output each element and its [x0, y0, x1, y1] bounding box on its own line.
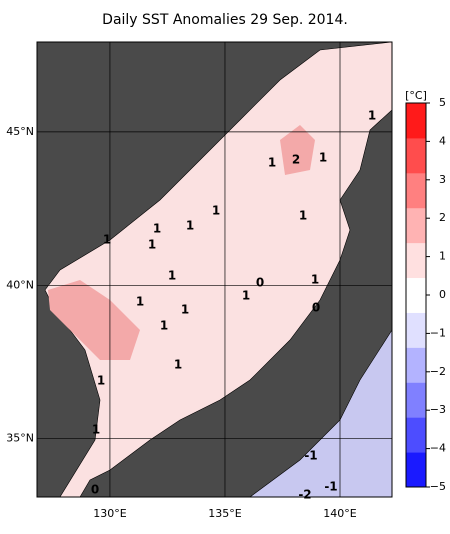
contour-label: 1 [268, 156, 276, 170]
contour-label: 2 [292, 153, 300, 167]
colorbar-tick-label: 4 [439, 134, 446, 147]
contour-label: 1 [168, 269, 176, 283]
colorbar-band [406, 277, 426, 313]
contour-label: 1 [368, 109, 376, 123]
lat-label: 35°N [6, 432, 34, 445]
contour-label: -2 [298, 488, 311, 502]
lat-label: 45°N [6, 125, 34, 138]
contour-label: 1 [212, 204, 220, 218]
contour-label: 0 [91, 483, 99, 497]
colorbar-tick-label: 5 [439, 96, 446, 109]
colorbar-label: [°C] [405, 89, 427, 102]
contour-label: 1 [92, 423, 100, 437]
colorbar-band [406, 103, 426, 139]
contour-label: 0 [312, 301, 320, 315]
contour-label: 1 [181, 303, 189, 317]
colorbar-tick-label: 1 [439, 250, 446, 263]
contour-label: 1 [103, 233, 111, 247]
lon-label: 140°E [323, 507, 356, 520]
colorbar-band [406, 172, 426, 209]
colorbar-tick-label: −4 [430, 442, 446, 455]
colorbar-band [406, 452, 426, 488]
colorbar-tick-label: −1 [430, 326, 446, 339]
contour-label: 1 [319, 151, 327, 165]
lat-label: 40°N [6, 278, 34, 291]
contour-label: 1 [242, 289, 250, 303]
colorbar-band [406, 417, 426, 453]
contour-label: 1 [153, 222, 161, 236]
contour-label: 1 [174, 358, 182, 372]
colorbar-band [406, 207, 426, 244]
colorbar-tick-label: 3 [439, 173, 446, 186]
contour-label: -1 [324, 480, 337, 494]
contour-label: 1 [97, 374, 105, 388]
contour-label: 1 [186, 219, 194, 233]
contour-label: 0 [256, 276, 264, 290]
colorbar-tick-label: −2 [430, 365, 446, 378]
contour-label: 1 [311, 273, 319, 287]
warm-patch [280, 125, 315, 175]
colorbar-band [406, 137, 426, 174]
colorbar-band [406, 242, 426, 279]
colorbar-tick-label: 2 [439, 211, 446, 224]
colorbar-band [406, 382, 426, 418]
title: Daily SST Anomalies 29 Sep. 2014. [102, 12, 348, 28]
warm-patch [48, 280, 140, 360]
colorbar-tick-label: −5 [430, 480, 446, 493]
lon-label: 135°E [208, 507, 241, 520]
map-frame [36, 41, 393, 498]
lon-label: 130°E [93, 507, 126, 520]
contour-label: 1 [160, 319, 168, 333]
colorbar-band [406, 347, 426, 383]
contour-label: 1 [148, 238, 156, 252]
contour-label: 1 [299, 209, 307, 223]
contour-label: 1 [136, 295, 144, 309]
colorbar-tick-label: −3 [430, 403, 446, 416]
colorbar-tick-label: 0 [439, 288, 446, 301]
contour-label: -1 [304, 449, 317, 463]
colorbar-band [406, 312, 426, 348]
